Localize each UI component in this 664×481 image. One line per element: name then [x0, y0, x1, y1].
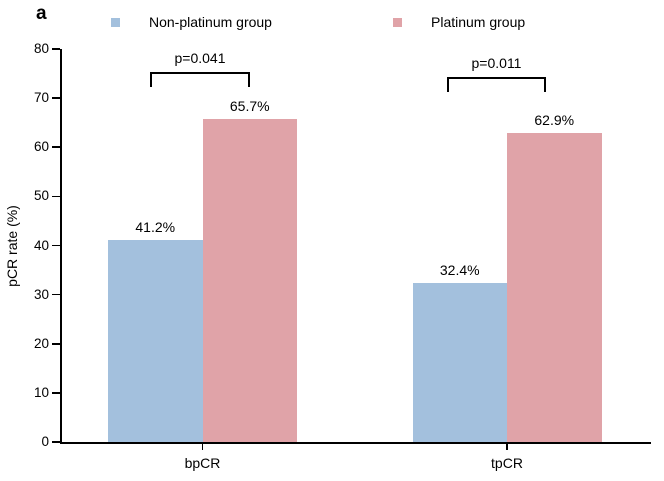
x-category-label-bpCR: bpCR — [184, 455, 221, 471]
p-value-label-tpCR: p=0.011 — [471, 55, 522, 71]
bar-bpCR-series-0 — [108, 239, 203, 442]
y-tick-mark — [52, 146, 60, 149]
y-tick-label: 80 — [33, 41, 49, 56]
legend-item-non-platinum: Non-platinum group — [111, 14, 272, 30]
y-tick-label: 0 — [41, 434, 49, 449]
bracket-leg-right-tpCR — [544, 77, 546, 92]
significance-bracket-bpCR — [150, 72, 250, 74]
y-tick-mark — [52, 392, 60, 394]
y-axis-line — [60, 49, 62, 442]
y-tick-mark — [52, 97, 60, 99]
x-axis-line — [60, 442, 651, 444]
y-tick-mark — [52, 244, 60, 247]
bar-value-label-bpCR-series-1: 65.7% — [229, 98, 270, 115]
x-tick-mark — [506, 442, 508, 450]
y-tick-mark — [52, 195, 60, 198]
y-tick-label: 70 — [33, 90, 49, 106]
legend-label-platinum: Platinum group — [431, 14, 526, 30]
legend-label-non-platinum: Non-platinum group — [149, 14, 272, 30]
bar-value-label-bpCR-series-0: 41.2% — [135, 218, 176, 235]
panel-label: a — [36, 3, 47, 24]
y-tick-label: 60 — [33, 139, 49, 155]
bar-value-label-tpCR-series-0: 32.4% — [439, 261, 480, 278]
legend-swatch-platinum — [393, 17, 402, 27]
significance-bracket-tpCR — [447, 77, 546, 79]
bracket-leg-right-bpCR — [248, 72, 250, 87]
bar-tpCR-series-1 — [507, 133, 602, 442]
bar-value-label-tpCR-series-1: 62.9% — [534, 112, 575, 128]
y-tick-label: 10 — [33, 384, 49, 400]
y-tick-mark — [52, 293, 60, 296]
bar-bpCR-series-1 — [202, 119, 297, 442]
bar-tpCR-series-0 — [412, 282, 507, 442]
p-value-label-bpCR: p=0.041 — [174, 50, 226, 66]
y-tick-mark — [52, 342, 60, 345]
y-tick-label: 20 — [33, 335, 49, 351]
legend-swatch-non-platinum — [111, 17, 120, 27]
x-category-label-tpCR: tpCR — [491, 455, 523, 471]
y-tick-mark — [52, 441, 60, 443]
legend-item-platinum: Platinum group — [393, 14, 525, 30]
bracket-leg-left-tpCR — [447, 77, 449, 92]
bracket-leg-left-bpCR — [150, 72, 152, 87]
y-tick-label: 40 — [33, 237, 49, 253]
y-tick-mark — [52, 48, 60, 50]
x-tick-mark — [201, 442, 204, 450]
y-tick-label: 50 — [33, 188, 49, 204]
y-tick-label: 30 — [33, 286, 49, 302]
